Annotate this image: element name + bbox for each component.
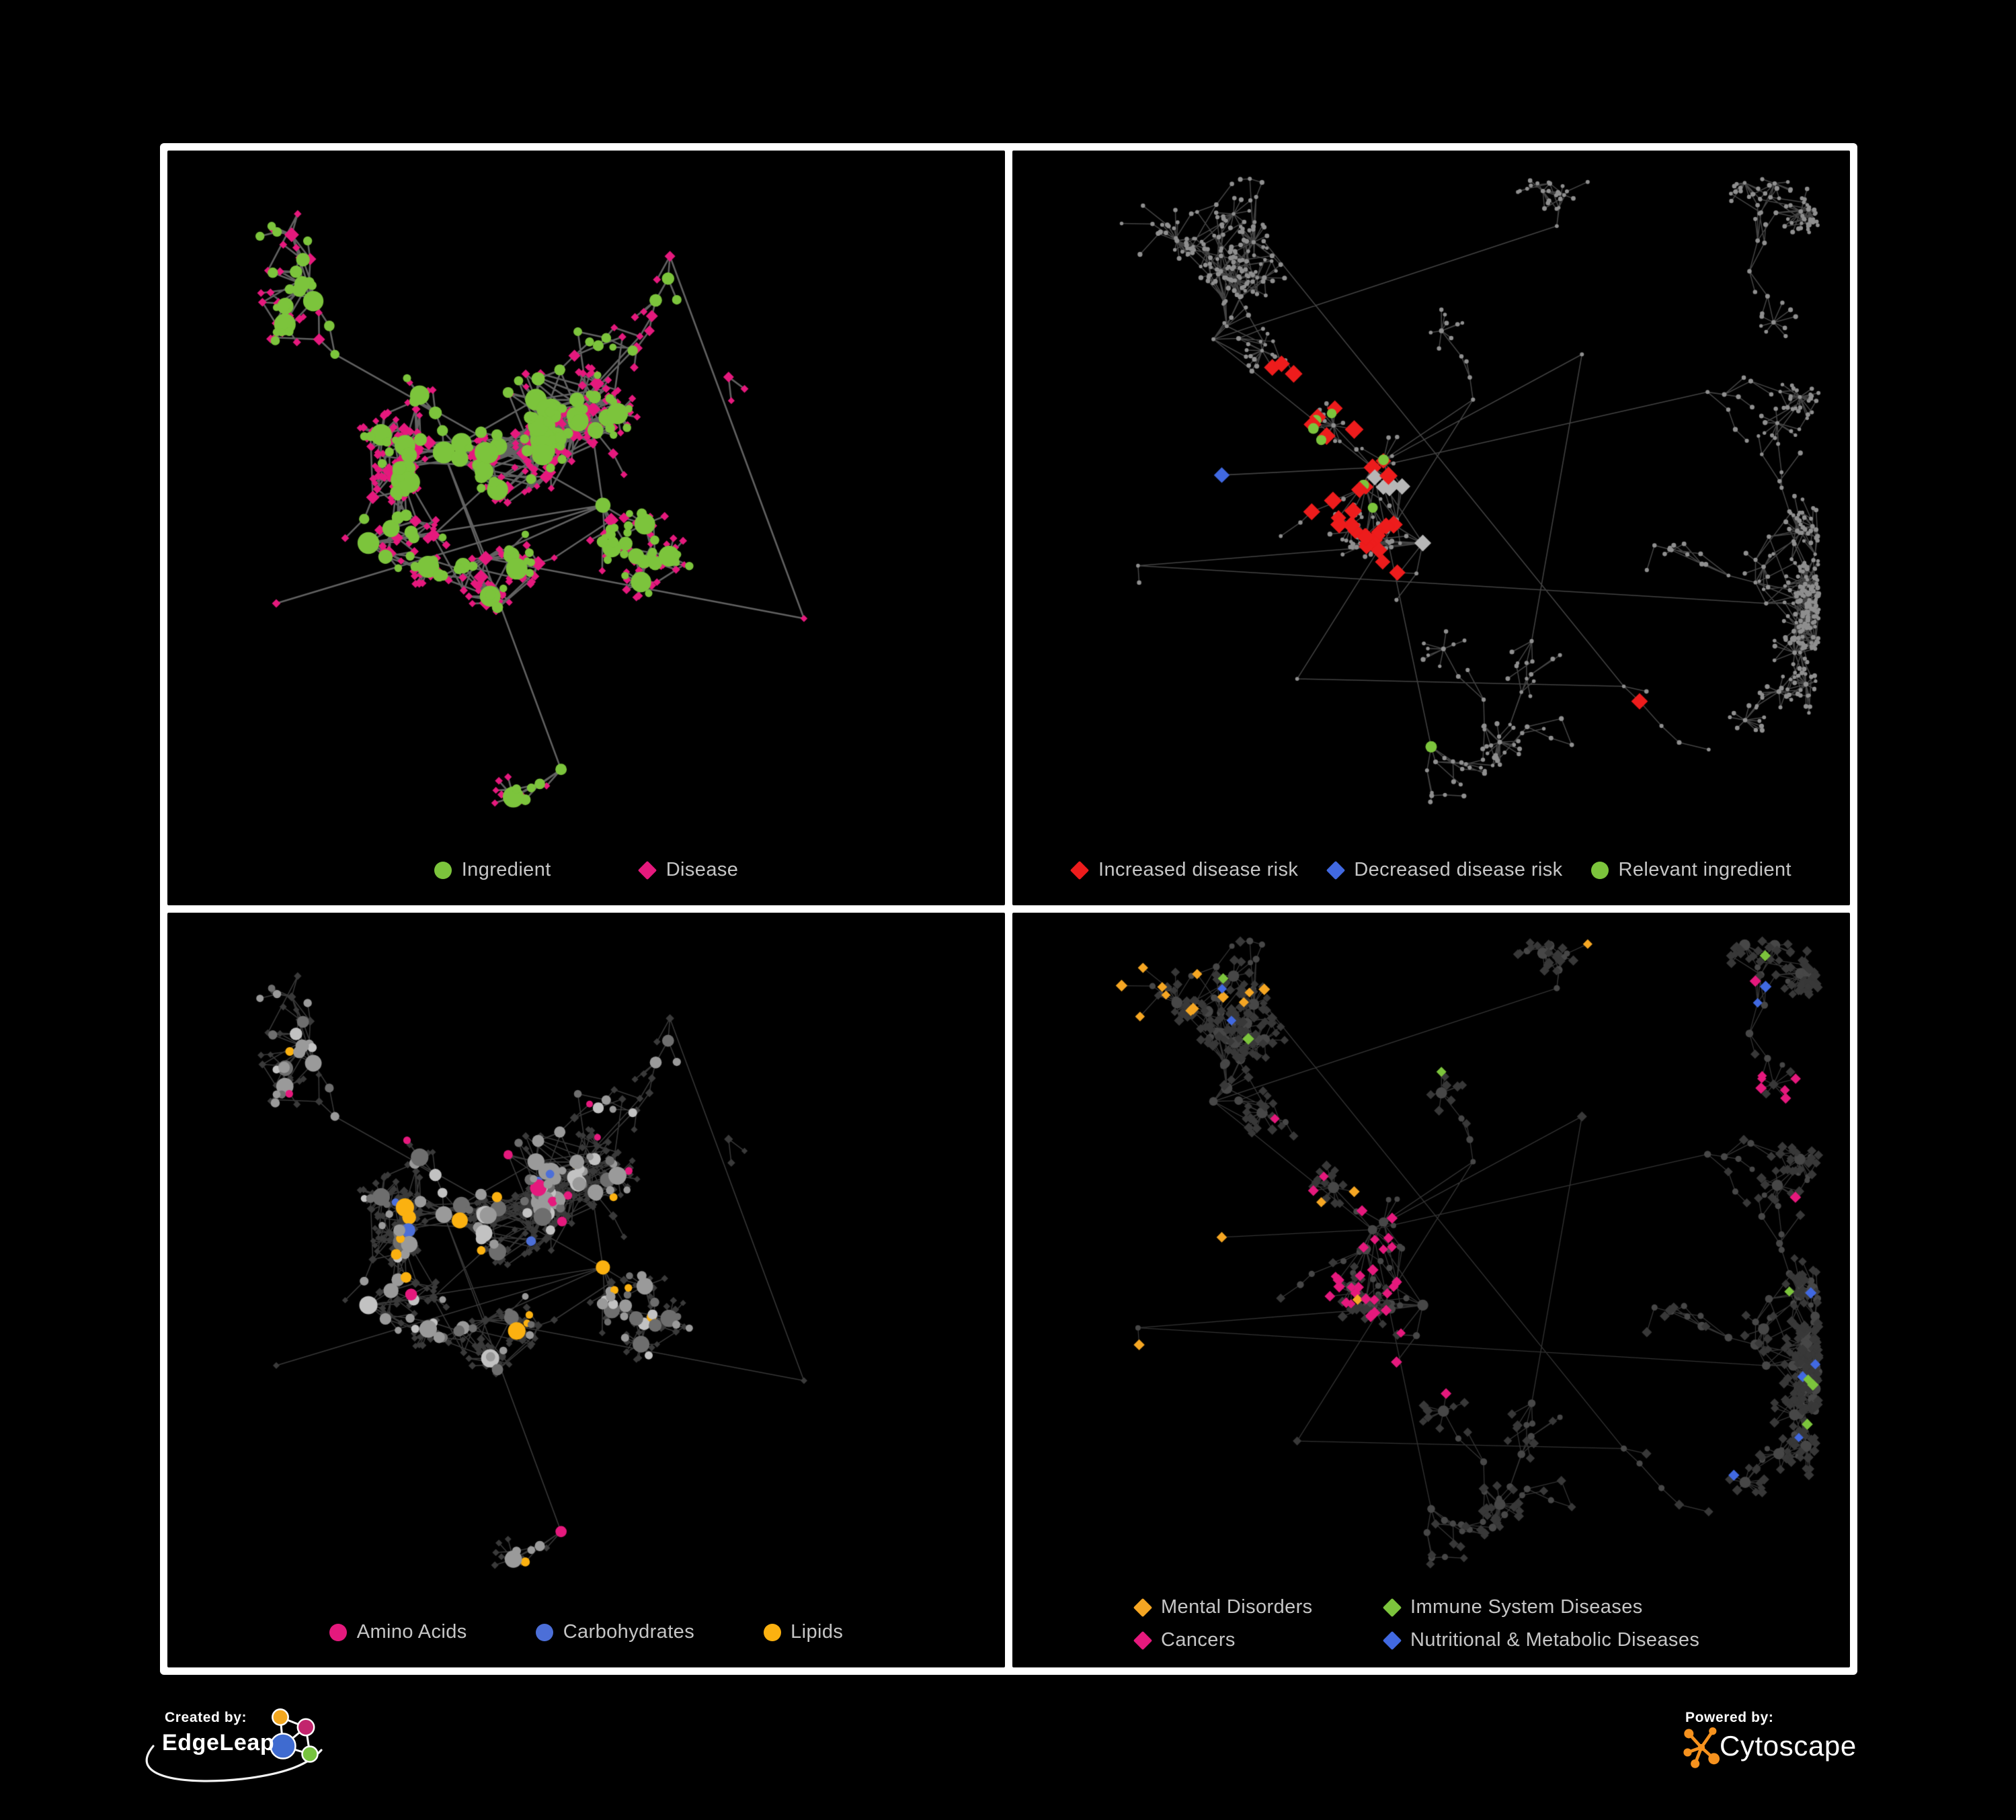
panel-disease-category-network: Mental Disorders Immune System Diseases … xyxy=(1012,913,1850,1667)
legend-label: Amino Acids xyxy=(356,1621,467,1643)
lipids-circle-icon xyxy=(763,1623,781,1641)
legend-label: Cancers xyxy=(1161,1629,1236,1651)
network-graph-disease-category xyxy=(1012,913,1850,1667)
legend-item: Nutritional & Metabolic Diseases xyxy=(1382,1629,1700,1651)
network-graph-disease-risk xyxy=(1012,151,1850,905)
immune-system-diseases-diamond-icon xyxy=(1382,1598,1402,1617)
amino-acids-circle-icon xyxy=(329,1623,348,1641)
cancers-diamond-icon xyxy=(1133,1630,1152,1650)
panel-disease-risk-network: Increased disease risk Decreased disease… xyxy=(1012,151,1850,905)
legend-disease-risk: Increased disease risk Decreased disease… xyxy=(1012,859,1850,881)
network-graph-ingredient-disease xyxy=(167,151,1005,905)
legend-label: Ingredient xyxy=(461,859,551,880)
increased-risk-diamond-icon xyxy=(1070,860,1090,880)
legend-label: Decreased disease risk xyxy=(1354,859,1563,880)
relevant-ingredient-circle-icon xyxy=(1591,861,1609,879)
nutritional-metabolic-diseases-diamond-icon xyxy=(1382,1630,1402,1650)
powered-by-label: Powered by: xyxy=(1685,1710,1774,1725)
legend-item: Ingredient xyxy=(434,859,551,881)
panel-grid-frame: Ingredient Disease Increased disease ris… xyxy=(160,143,1857,1675)
legend-item: Relevant ingredient xyxy=(1591,859,1791,881)
panel-ingredient-disease-network: Ingredient Disease xyxy=(167,151,1005,905)
legend-ingredient-disease: Ingredient Disease xyxy=(167,859,1005,881)
carbohydrates-circle-icon xyxy=(536,1623,554,1641)
panel-chemical-class-network: Amino Acids Carbohydrates Lipids xyxy=(167,913,1005,1667)
legend-label: Lipids xyxy=(791,1621,844,1643)
legend-label: Carbohydrates xyxy=(563,1621,695,1643)
legend-item: Immune System Diseases xyxy=(1382,1596,1699,1618)
created-by-label: Created by: xyxy=(165,1710,247,1725)
legend-item: Increased disease risk xyxy=(1070,859,1299,881)
legend-item: Carbohydrates xyxy=(536,1621,694,1643)
legend-item: Decreased disease risk xyxy=(1326,859,1562,881)
legend-item: Mental Disorders xyxy=(1133,1596,1383,1618)
ingredient-circle-icon xyxy=(434,861,452,879)
edgeleap-logo: Created by: EdgeLeap xyxy=(108,1699,397,1820)
legend-item: Cancers xyxy=(1133,1629,1383,1651)
legend-disease-category: Mental Disorders Immune System Diseases … xyxy=(1133,1596,1699,1651)
legend-label: Mental Disorders xyxy=(1161,1596,1313,1618)
edgeleap-glyph-icon xyxy=(145,1708,323,1782)
legend-label: Increased disease risk xyxy=(1098,859,1299,880)
disease-diamond-icon xyxy=(638,860,657,880)
legend-label: Nutritional & Metabolic Diseases xyxy=(1410,1629,1700,1651)
legend-item: Lipids xyxy=(763,1621,843,1643)
legend-item: Disease xyxy=(638,859,739,881)
legend-item: Amino Acids xyxy=(329,1621,467,1643)
legend-label: Relevant ingredient xyxy=(1618,859,1792,880)
network-graph-chemical-class xyxy=(167,913,1005,1667)
edgeleap-wordmark: EdgeLeap xyxy=(162,1730,275,1755)
decreased-risk-diamond-icon xyxy=(1326,860,1345,880)
cytoscape-wordmark: Cytoscape xyxy=(1720,1730,1857,1762)
legend-label: Immune System Diseases xyxy=(1410,1596,1643,1618)
legend-chemical-class: Amino Acids Carbohydrates Lipids xyxy=(167,1621,1005,1643)
legend-label: Disease xyxy=(666,859,739,880)
cytoscape-network-icon xyxy=(1683,1727,1720,1768)
cytoscape-logo: Powered by: Cytoscape xyxy=(1666,1699,1955,1800)
mental-disorders-diamond-icon xyxy=(1133,1598,1152,1617)
